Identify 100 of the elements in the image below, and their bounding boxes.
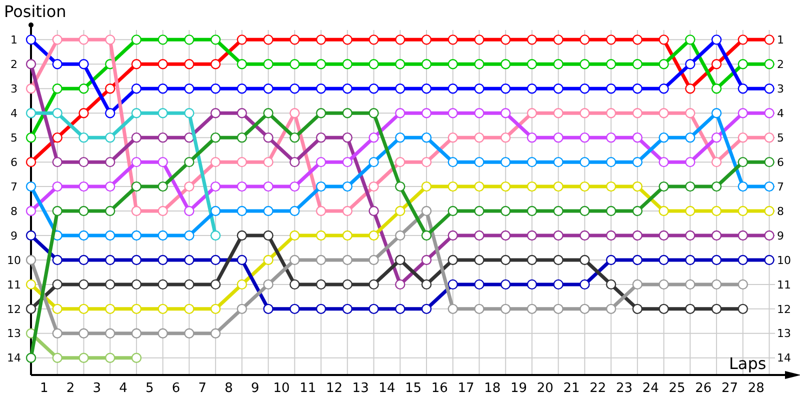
point (158, 279, 168, 290)
y2-tick-label: 9 (777, 229, 784, 242)
point (658, 156, 669, 168)
point (474, 84, 484, 94)
point (421, 279, 432, 290)
point (368, 304, 379, 314)
point (448, 132, 458, 143)
point (395, 34, 406, 45)
point (474, 230, 484, 241)
point (78, 84, 89, 94)
point (764, 132, 774, 143)
point (52, 328, 62, 338)
point (685, 108, 696, 118)
y-tick-label: 1 (10, 34, 18, 47)
point (580, 181, 590, 192)
point (78, 108, 89, 118)
point (738, 254, 748, 266)
point (210, 84, 221, 94)
point (448, 254, 458, 266)
point (78, 181, 89, 192)
point (236, 84, 248, 94)
point (500, 230, 511, 241)
point (368, 279, 379, 290)
point (658, 181, 669, 192)
point (553, 254, 564, 266)
point (158, 108, 168, 118)
point (421, 59, 432, 70)
x-tick-label: 25 (668, 381, 686, 396)
point (78, 34, 89, 45)
point (290, 59, 300, 70)
point (26, 84, 36, 94)
point (52, 84, 62, 94)
point (290, 254, 300, 266)
point (26, 304, 36, 314)
point (316, 230, 326, 241)
point (685, 279, 696, 290)
point (105, 132, 116, 143)
point (26, 352, 36, 363)
point (738, 304, 748, 314)
point (421, 206, 432, 216)
point (764, 84, 774, 94)
point (158, 59, 168, 70)
y-axis-title: Position (4, 2, 66, 21)
x-tick-label: 27 (721, 381, 738, 396)
point (52, 254, 62, 266)
point (316, 34, 326, 45)
point (342, 59, 352, 70)
point (342, 84, 352, 94)
point (632, 181, 643, 192)
x-tick-label: 4 (119, 381, 128, 396)
point (685, 254, 696, 266)
point (474, 59, 484, 70)
point (448, 108, 458, 118)
point (632, 108, 643, 118)
point (526, 279, 538, 290)
point (290, 34, 300, 45)
point (78, 328, 89, 338)
y-tick-label: 3 (10, 82, 18, 96)
point (290, 230, 300, 241)
point (78, 206, 89, 216)
point (368, 156, 379, 168)
x-tick-label: 17 (458, 381, 474, 396)
x-tick-label: 28 (748, 381, 764, 396)
y2-tick-label: 12 (777, 302, 791, 316)
point (236, 254, 248, 266)
y-tick-label: 10 (7, 254, 21, 267)
point (685, 59, 696, 70)
point (316, 84, 326, 94)
point (210, 230, 221, 241)
point (711, 132, 722, 143)
point (263, 34, 274, 45)
point (26, 59, 36, 70)
point (105, 352, 116, 363)
point (500, 304, 511, 314)
point (658, 230, 669, 241)
point (368, 181, 379, 192)
point (500, 108, 511, 118)
point (395, 59, 406, 70)
point (290, 84, 300, 94)
point (52, 181, 62, 192)
point (184, 279, 194, 290)
point (606, 59, 616, 70)
point (52, 206, 62, 216)
point (526, 59, 538, 70)
point (474, 254, 484, 266)
point (158, 254, 168, 266)
point (606, 206, 616, 216)
point (184, 108, 194, 118)
point (421, 181, 432, 192)
point (105, 230, 116, 241)
point (448, 279, 458, 290)
y-tick-label: 2 (10, 58, 18, 72)
x-tick-label: 7 (198, 381, 207, 396)
point (263, 108, 274, 118)
point (236, 156, 248, 168)
point (526, 108, 538, 118)
point (500, 181, 511, 192)
point (711, 206, 722, 216)
point (131, 230, 142, 241)
point (290, 206, 300, 216)
